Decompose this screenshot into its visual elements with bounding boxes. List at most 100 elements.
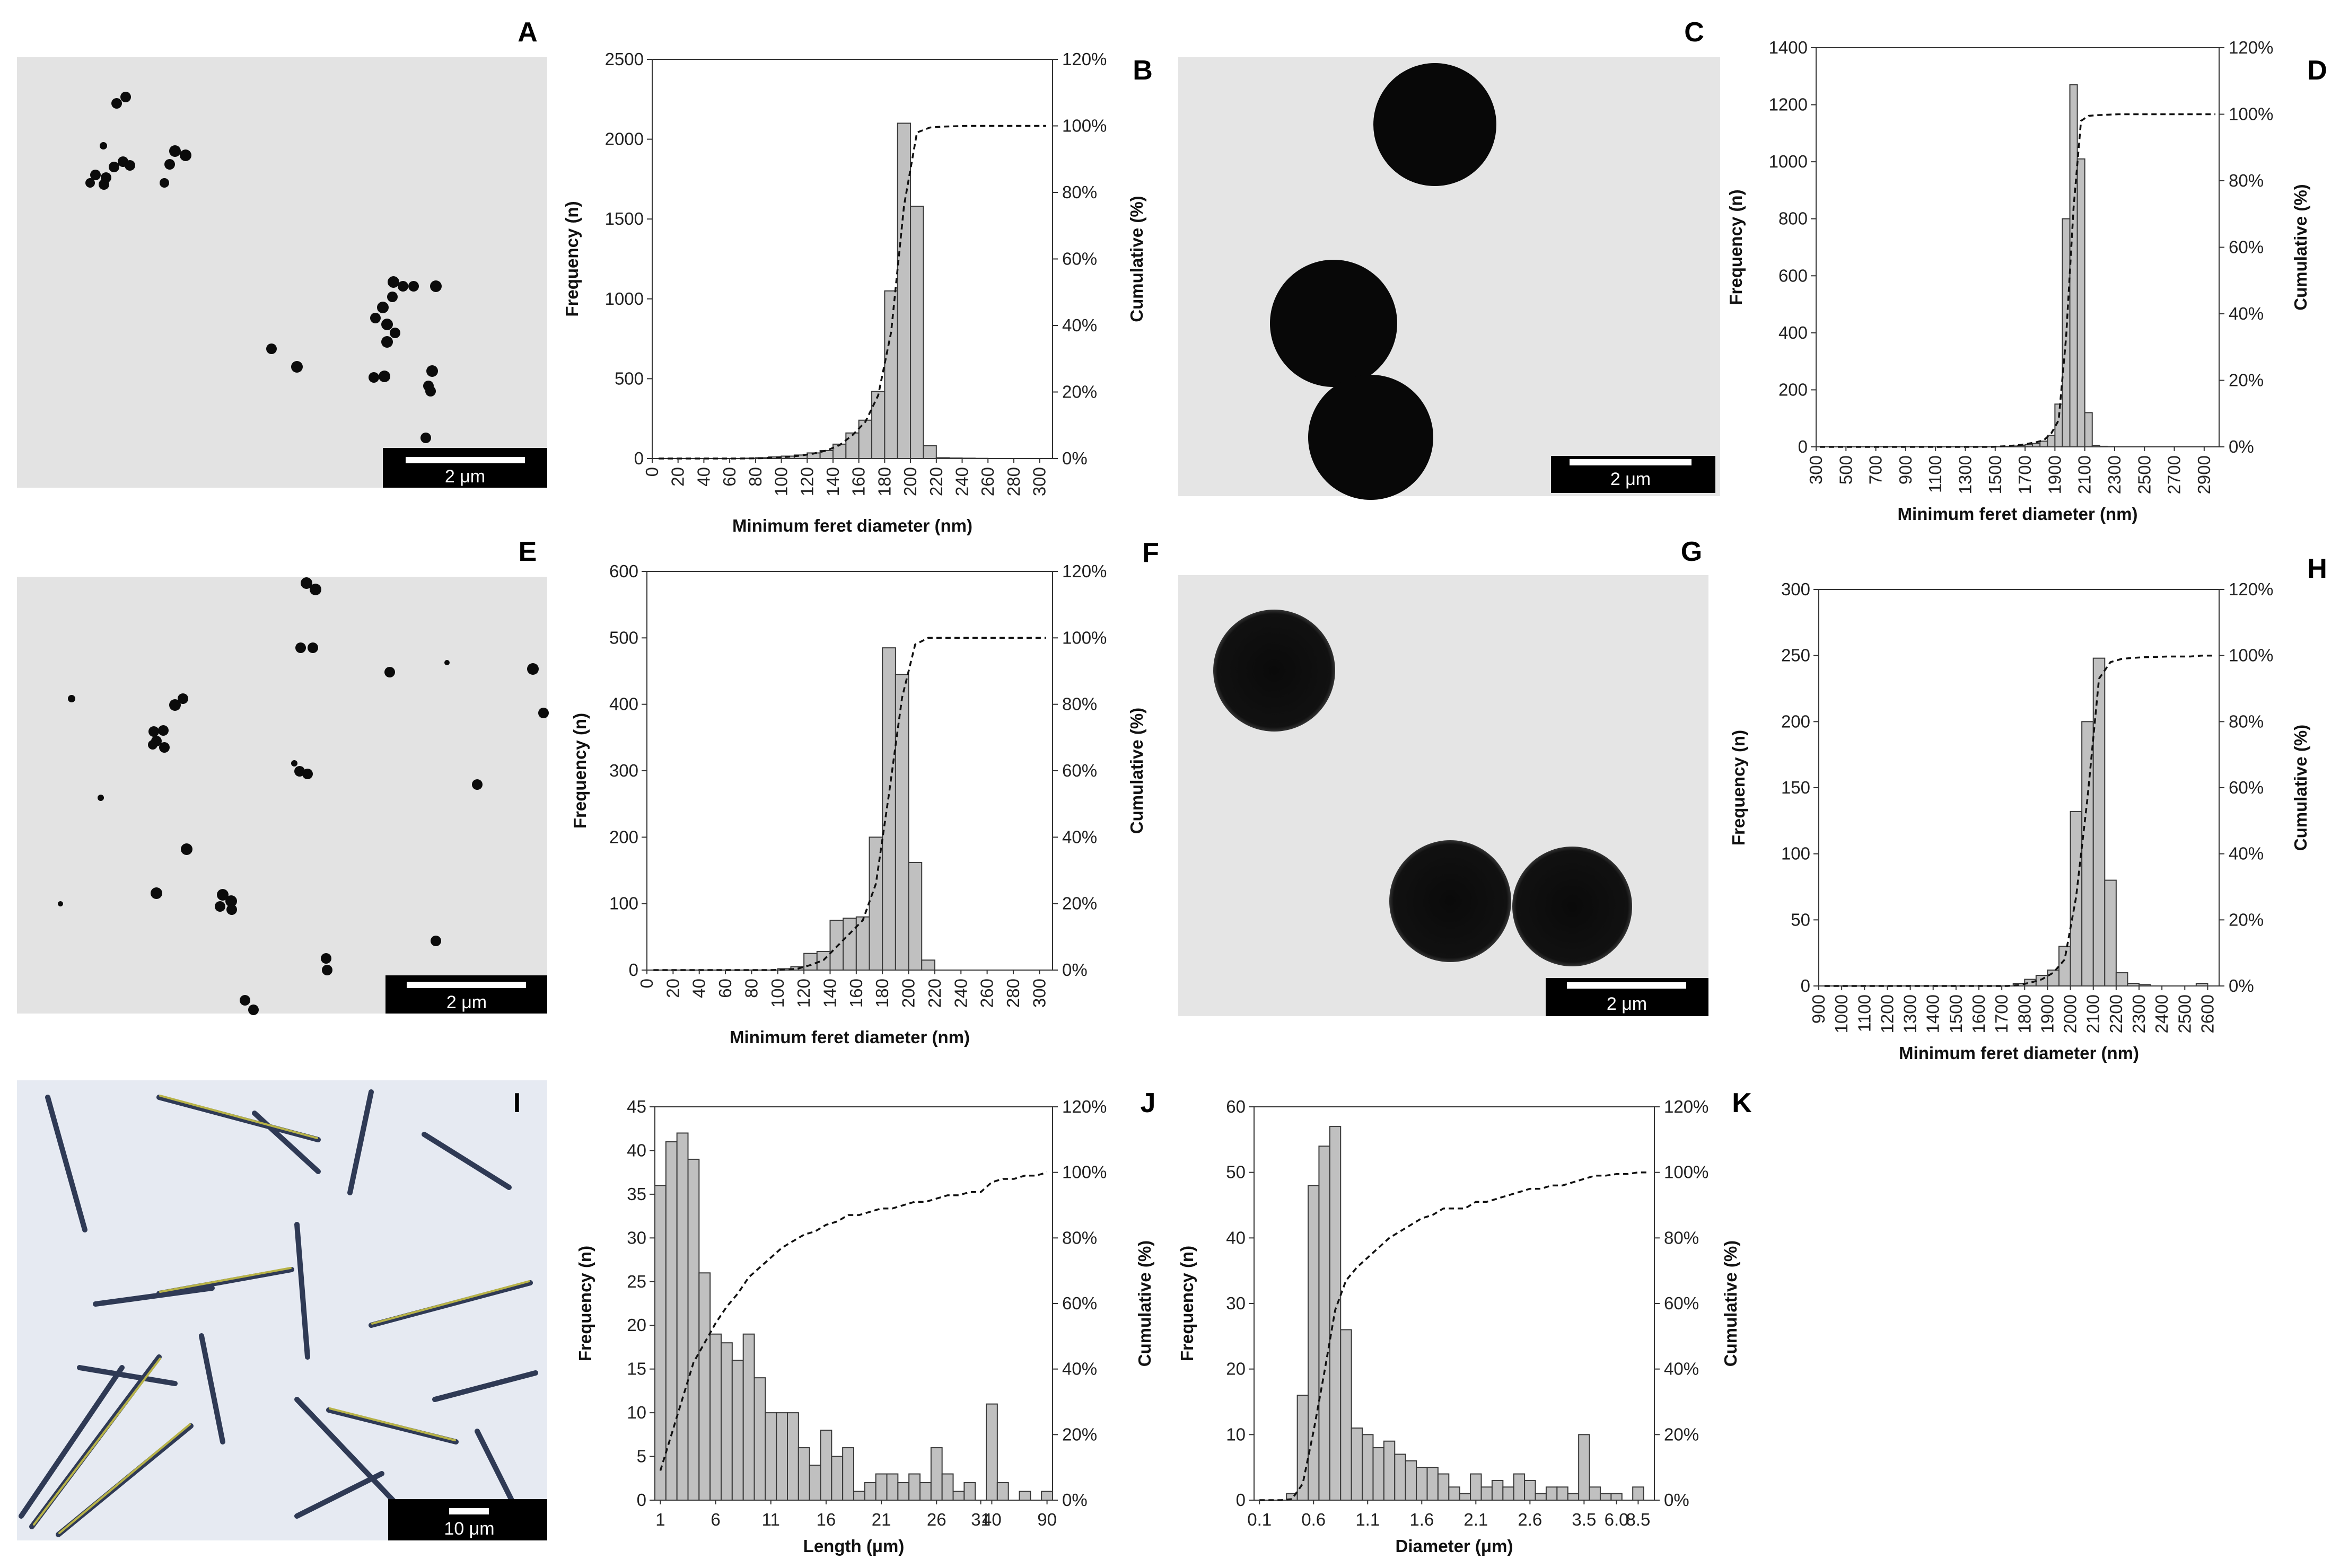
micrograph-A: 2 μm A (17, 17, 547, 488)
bar (654, 1185, 667, 1501)
x-tick-label: 2.6 (1518, 1510, 1542, 1529)
x-tick-label: 2700 (2164, 455, 2184, 494)
scale-bar (1570, 459, 1692, 465)
y2-tick-label: 80% (1664, 1228, 1699, 1247)
y2-tick-label: 20% (2229, 371, 2264, 390)
bar (1362, 1434, 1374, 1501)
bar (1459, 1493, 1471, 1501)
y-tick-label: 0 (637, 1490, 646, 1510)
bar (2032, 443, 2041, 448)
x-tick-label: 200 (900, 467, 920, 496)
y-tick-label: 500 (609, 628, 638, 647)
y-tick-label: 25 (627, 1272, 646, 1291)
bar (753, 1377, 766, 1501)
y-tick-label: 0 (634, 448, 644, 468)
bar (1610, 1493, 1623, 1501)
bar (2047, 970, 2059, 986)
bar (923, 445, 937, 459)
x-tick-label: 0.6 (1301, 1510, 1326, 1529)
x-tick-label: 2000 (2061, 994, 2080, 1033)
x-tick-label: 40 (689, 979, 709, 998)
x-tick-label: 220 (925, 979, 944, 1008)
x-tick-label: 260 (978, 467, 997, 496)
bar (1416, 1467, 1428, 1501)
plot-area (1816, 47, 2220, 447)
x-tick-label: 220 (926, 467, 946, 496)
bar (2058, 946, 2071, 986)
bar (908, 861, 923, 971)
x-tick-label: 11 (762, 1510, 780, 1529)
x-tick-label: 1300 (1955, 455, 1975, 494)
x-tick-label: 1400 (1923, 994, 1943, 1033)
y2-tick-label: 0% (1664, 1490, 1689, 1510)
bar (897, 122, 912, 460)
y-tick-label: 200 (1781, 711, 1810, 731)
x-tick-label: 20 (663, 979, 682, 998)
y2-axis-title: Cumulative (%) (2291, 725, 2310, 851)
y2-tick-label: 100% (1062, 116, 1107, 136)
bar (2104, 879, 2117, 986)
bar (1296, 1395, 1309, 1501)
x-tick-label: 240 (952, 467, 972, 496)
x-tick-label: 2600 (2197, 994, 2217, 1033)
y2-tick-label: 0% (1062, 448, 1088, 468)
y-axis-title: Frequency (n) (570, 713, 590, 829)
bar (1437, 1473, 1450, 1501)
bar (1502, 1486, 1514, 1501)
y-tick-label: 800 (1778, 209, 1808, 228)
y-axis-title: Frequency (n) (1177, 1246, 1197, 1361)
micrograph-C: 2 μm C (1178, 17, 1720, 500)
bar (832, 443, 847, 460)
y-tick-label: 30 (627, 1228, 646, 1247)
x-tick-label: 700 (1866, 455, 1886, 485)
bar (935, 457, 950, 460)
bar (853, 1491, 865, 1501)
bar (1405, 1460, 1417, 1501)
histogram-B: 050010001500200025000%20%40%60%80%100%12… (562, 49, 1153, 535)
bar (797, 1447, 810, 1501)
x-tick-label: 300 (1030, 467, 1049, 496)
cumulative-line (1824, 654, 2214, 987)
bar (1351, 1427, 1363, 1501)
panel-letter-J: J (1141, 1088, 1156, 1118)
x-tick-label: 1100 (1925, 455, 1945, 493)
y2-tick-label: 20% (1062, 382, 1097, 402)
y-tick-label: 20 (627, 1315, 646, 1335)
x-tick-label: 2300 (2129, 994, 2149, 1033)
x-tick-label: 200 (899, 979, 918, 1008)
y-tick-label: 1400 (1769, 38, 1808, 57)
x-tick-label: 1700 (1992, 994, 2011, 1033)
bar (1394, 1454, 1406, 1501)
x-tick-label: 16 (817, 1510, 836, 1529)
y-tick-label: 200 (1778, 380, 1808, 399)
bar (1491, 1479, 1504, 1501)
x-tick-label: 1500 (1985, 455, 2005, 494)
y2-tick-label: 100% (1062, 628, 1107, 647)
y-tick-label: 600 (609, 561, 638, 581)
bar (2039, 441, 2048, 448)
y2-axis-title: Cumulative (%) (1721, 1240, 1740, 1367)
x-tick-label: 2100 (2083, 994, 2103, 1033)
x-tick-label: 8.5 (1626, 1510, 1650, 1529)
y-tick-label: 2500 (605, 49, 644, 69)
histogram-J: 0 5 10 15 20 25 30 35 40 45 0% 20% 40% 60% 80% 100% 120%… (575, 1088, 1155, 1556)
x-tick-label: 280 (1004, 467, 1023, 496)
x-tick-label: 26 (927, 1510, 946, 1529)
bar (842, 1447, 854, 1501)
y2-axis-title: Cumulative (%) (1127, 708, 1146, 834)
y-tick-label: 2000 (605, 129, 644, 149)
bar (1340, 1329, 1352, 1501)
particle-cluster (58, 577, 549, 1015)
cumulative-line (659, 1171, 1048, 1471)
x-tick-label: 1100 (1854, 994, 1874, 1032)
y-tick-label: 0 (1801, 976, 1810, 996)
y-axis-title: Frequency (n) (562, 201, 582, 316)
bar (986, 1403, 998, 1501)
bar (2091, 445, 2100, 448)
bar (2084, 412, 2093, 448)
bar (676, 1132, 689, 1501)
bar (1448, 1486, 1460, 1501)
y2-tick-label: 40% (2229, 304, 2264, 323)
bar (1041, 1491, 1053, 1501)
bar (961, 457, 976, 459)
